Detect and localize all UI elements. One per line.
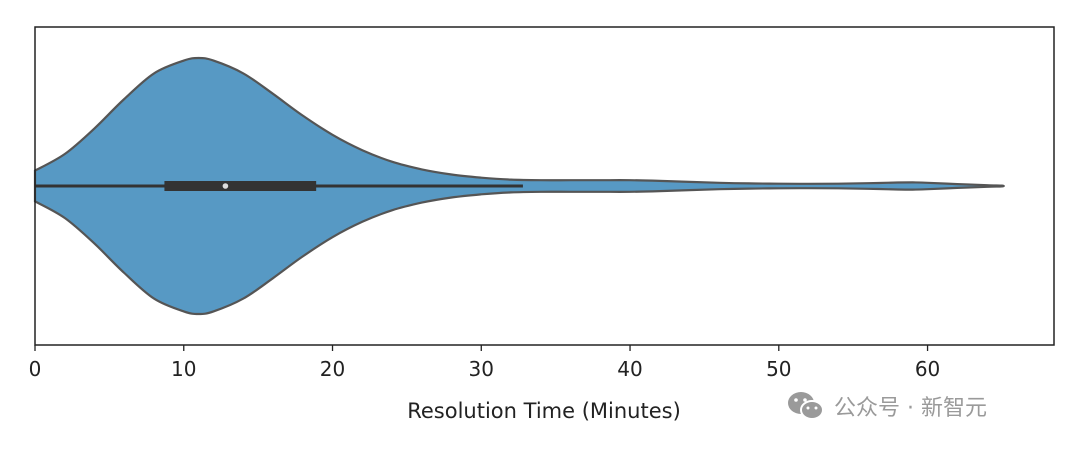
- x-tick-label-1: 10: [171, 357, 196, 381]
- wechat-icon: [788, 392, 824, 420]
- plot-area: [33, 56, 1005, 316]
- x-axis-label: Resolution Time (Minutes): [407, 399, 681, 423]
- x-tick-label-5: 50: [766, 357, 791, 381]
- watermark: 公众号 · 新智元: [786, 388, 987, 424]
- x-tick-label-0: 0: [29, 357, 42, 381]
- x-tick-label-2: 20: [320, 357, 345, 381]
- iqr-box: [164, 181, 317, 191]
- plot-frame: [34, 26, 1055, 346]
- x-tick-label-4: 40: [617, 357, 642, 381]
- median-marker: [222, 183, 229, 189]
- x-axis: 0 10 20 30 40 50 60: [29, 345, 940, 381]
- x-tick-label-6: 60: [915, 357, 940, 381]
- x-tick-label-3: 30: [469, 357, 494, 381]
- watermark-text: 公众号 · 新智元: [834, 396, 987, 421]
